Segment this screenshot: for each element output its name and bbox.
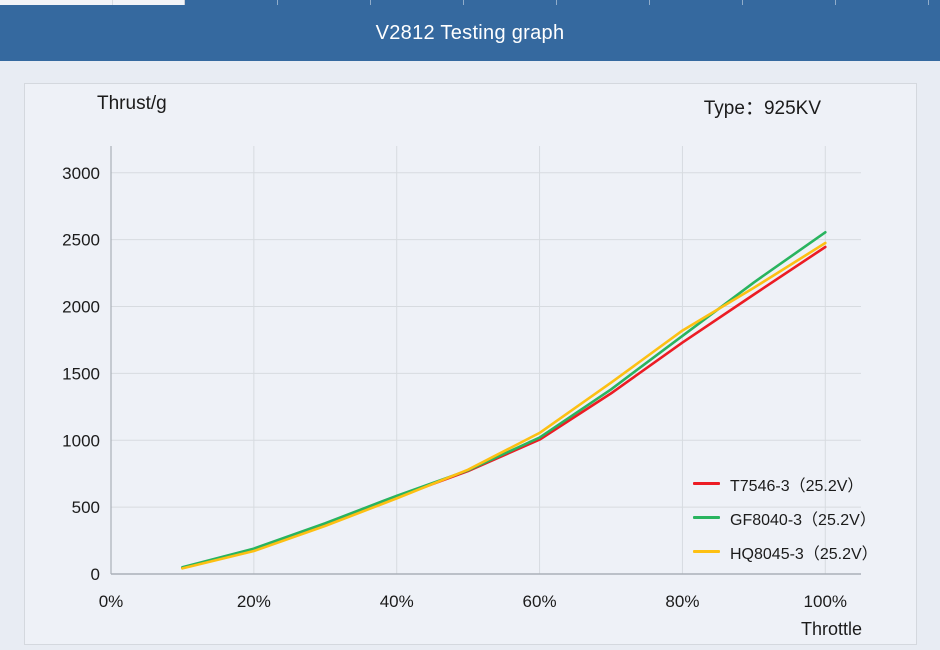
y-tick-label: 2500 bbox=[62, 231, 100, 250]
page-title: V2812 Testing graph bbox=[375, 21, 565, 44]
y-tick-label: 1500 bbox=[62, 364, 100, 383]
y-tick-label: 0 bbox=[91, 565, 100, 584]
title-bar: V2812 Testing graph bbox=[0, 5, 940, 61]
legend-item: GF8040-3（25.2V） bbox=[693, 506, 878, 529]
x-tick-label: 0% bbox=[99, 592, 124, 611]
thrust-throttle-chart: 0 500 1000 1500 2000 2500 3000 0% 20% 40% 60% 80% 10… bbox=[62, 146, 861, 611]
legend-label: GF8040-3（25.2V） bbox=[730, 511, 876, 529]
spreadsheet-row-strip bbox=[0, 0, 940, 5]
x-tick-label: 100% bbox=[804, 592, 847, 611]
x-tick-label: 20% bbox=[237, 592, 271, 611]
y-tick-label: 2000 bbox=[62, 298, 100, 317]
legend-line-swatch bbox=[693, 550, 720, 553]
legend-line-swatch bbox=[693, 516, 720, 519]
y-axis-title: Thrust/g bbox=[97, 93, 167, 114]
legend-item: T7546-3（25.2V） bbox=[693, 472, 878, 495]
y-tick-label: 1000 bbox=[62, 431, 100, 450]
legend-label: T7546-3（25.2V） bbox=[730, 477, 864, 495]
chart-legend: T7546-3（25.2V） GF8040-3（25.2V） HQ8045-3（25… bbox=[693, 472, 878, 563]
x-axis-title: Throttle bbox=[800, 619, 862, 639]
x-tick-label: 60% bbox=[523, 592, 557, 611]
x-tick-label: 80% bbox=[665, 592, 699, 611]
spreadsheet-cells-blue bbox=[185, 0, 940, 5]
chart-card: 0 500 1000 1500 2000 2500 3000 0% 20% 40% 60% 80% 10… bbox=[24, 83, 917, 645]
y-tick-label: 500 bbox=[72, 498, 100, 517]
legend-label: HQ8045-3（25.2V） bbox=[730, 545, 878, 563]
curve-HQ8045-3 bbox=[181, 241, 827, 570]
y-tick-label: 3000 bbox=[62, 164, 100, 183]
motor-type-label: Type：925KV bbox=[703, 98, 821, 119]
x-tick-label: 40% bbox=[380, 592, 414, 611]
legend-item: HQ8045-3（25.2V） bbox=[693, 540, 878, 563]
spreadsheet-cells-light bbox=[0, 0, 185, 5]
legend-line-swatch bbox=[693, 482, 720, 485]
